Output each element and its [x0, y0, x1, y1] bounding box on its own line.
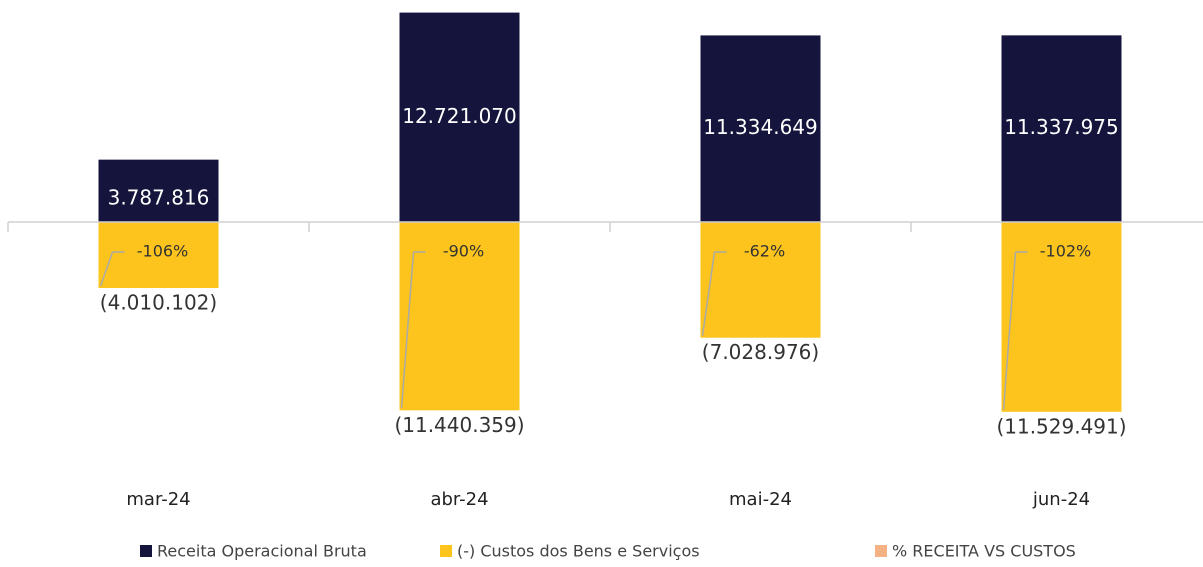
bar	[399, 222, 520, 411]
legend-label: (-) Custos dos Bens e Serviços	[457, 542, 700, 561]
x-tick-label: jun-24	[1032, 489, 1090, 510]
legend-swatch	[875, 545, 887, 557]
percent-label: -62%	[744, 242, 785, 261]
data-label: 12.721.070	[402, 104, 517, 128]
percent-label: -102%	[1040, 242, 1092, 261]
legend-swatch	[440, 545, 452, 557]
leader-line	[400, 251, 415, 409]
data-label: (11.440.359)	[394, 413, 524, 437]
data-label: 3.787.816	[108, 185, 210, 209]
data-label: (7.028.976)	[702, 340, 819, 364]
bar	[1001, 35, 1122, 222]
leader-line	[1002, 251, 1017, 410]
bar	[700, 222, 821, 338]
x-tick-label: mar-24	[126, 489, 190, 510]
data-label: (4.010.102)	[100, 291, 217, 315]
x-tick-label: mai-24	[729, 489, 792, 510]
data-label: (11.529.491)	[996, 414, 1126, 438]
bar	[399, 12, 520, 223]
legend-swatch	[140, 545, 152, 557]
leader-line	[701, 251, 716, 336]
legend-label: Receita Operacional Bruta	[157, 542, 367, 561]
bar	[700, 35, 821, 222]
data-label: 11.334.649	[703, 115, 818, 139]
x-tick-label: abr-24	[430, 489, 488, 510]
bar	[98, 159, 219, 222]
percent-label: -106%	[137, 242, 189, 261]
legend-label: % RECEITA VS CUSTOS	[892, 542, 1076, 561]
percent-label: -90%	[443, 242, 484, 261]
leader-line	[99, 251, 114, 287]
bar	[1001, 222, 1122, 412]
bar	[98, 222, 219, 289]
data-label: 11.337.975	[1004, 115, 1119, 139]
